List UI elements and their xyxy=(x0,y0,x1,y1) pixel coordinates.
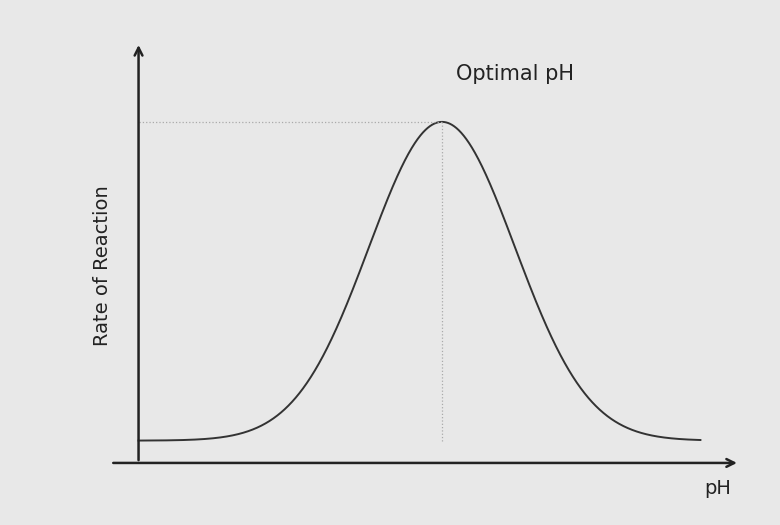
Text: Optimal pH: Optimal pH xyxy=(456,64,574,83)
Text: Rate of Reaction: Rate of Reaction xyxy=(93,185,112,345)
Text: pH: pH xyxy=(704,479,731,498)
